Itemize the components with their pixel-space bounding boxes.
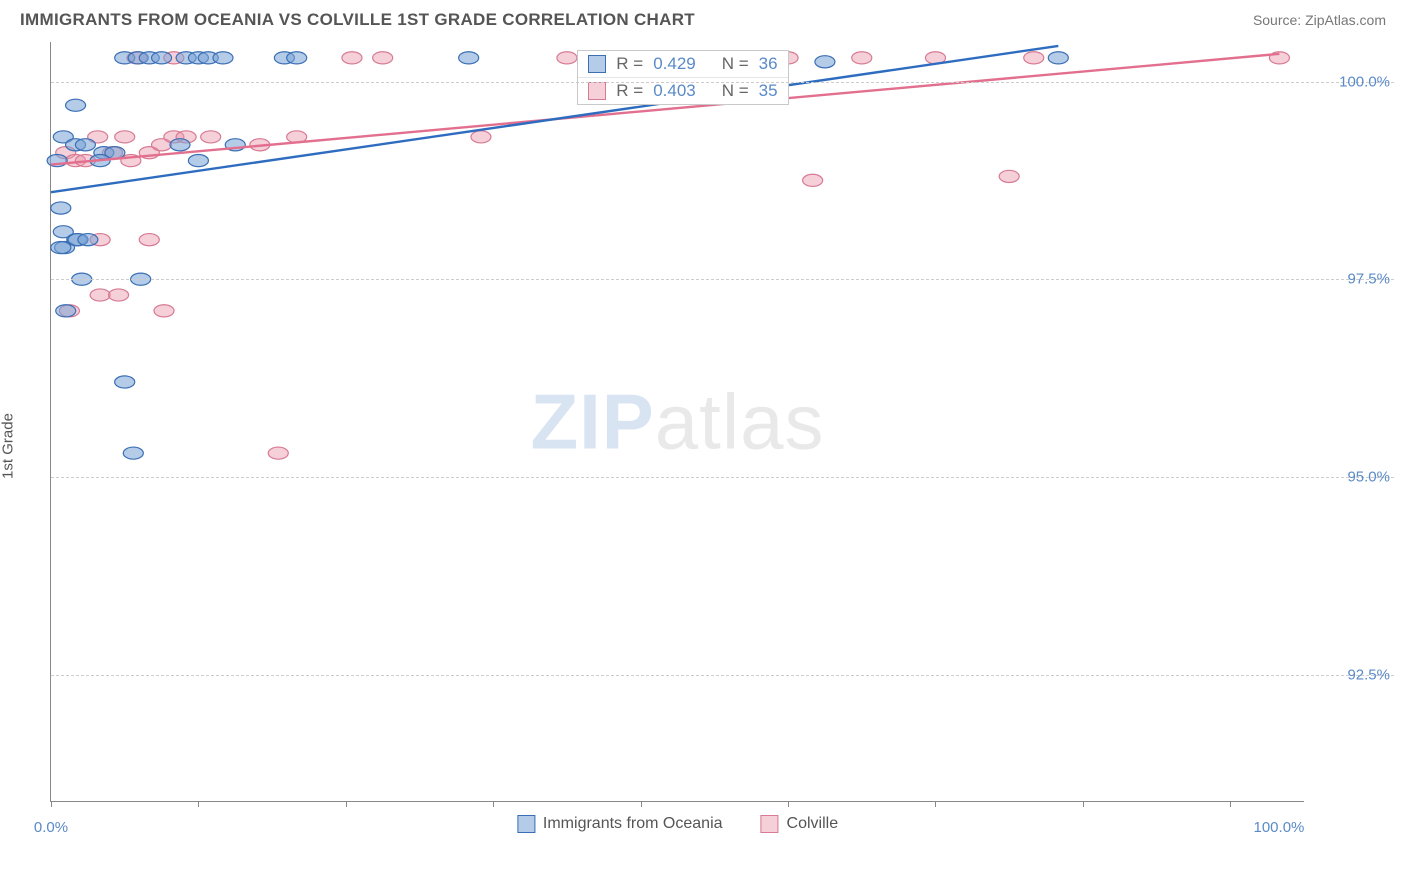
gridline xyxy=(51,477,1394,478)
x-tick xyxy=(641,801,642,807)
plot-area: ZIPatlas R = 0.429 N = 36 R = 0.403 N xyxy=(50,42,1304,802)
x-tick xyxy=(935,801,936,807)
y-tick-label: 97.5% xyxy=(1347,271,1390,288)
y-axis-title: 1st Grade xyxy=(0,413,17,479)
legend-item-blue: Immigrants from Oceania xyxy=(517,815,723,833)
gridline xyxy=(51,82,1394,83)
stats-row-blue: R = 0.429 N = 36 xyxy=(578,51,787,77)
scatter-svg xyxy=(51,42,1304,801)
gridline xyxy=(51,675,1394,676)
x-tick xyxy=(346,801,347,807)
legend-swatch-pink-icon xyxy=(761,815,779,833)
x-tick xyxy=(1083,801,1084,807)
x-tick xyxy=(198,801,199,807)
stats-box: R = 0.429 N = 36 R = 0.403 N = 35 xyxy=(577,50,788,105)
x-tick xyxy=(51,801,52,807)
x-label-max: 100.0% xyxy=(1254,819,1305,836)
chart-title: IMMIGRANTS FROM OCEANIA VS COLVILLE 1ST … xyxy=(20,10,695,30)
x-tick xyxy=(493,801,494,807)
source-link[interactable]: ZipAtlas.com xyxy=(1305,12,1386,28)
source-label: Source: ZipAtlas.com xyxy=(1253,12,1386,28)
x-tick xyxy=(788,801,789,807)
legend-swatch-blue-icon xyxy=(517,815,535,833)
y-tick-label: 95.0% xyxy=(1347,468,1390,485)
legend-item-pink: Colville xyxy=(761,815,839,833)
y-tick-label: 100.0% xyxy=(1339,73,1390,90)
legend: Immigrants from Oceania Colville xyxy=(517,815,838,833)
x-tick xyxy=(1230,801,1231,807)
y-tick-label: 92.5% xyxy=(1347,666,1390,683)
swatch-pink-icon xyxy=(588,82,606,100)
x-label-min: 0.0% xyxy=(34,819,68,836)
swatch-blue-icon xyxy=(588,55,606,73)
gridline xyxy=(51,279,1394,280)
